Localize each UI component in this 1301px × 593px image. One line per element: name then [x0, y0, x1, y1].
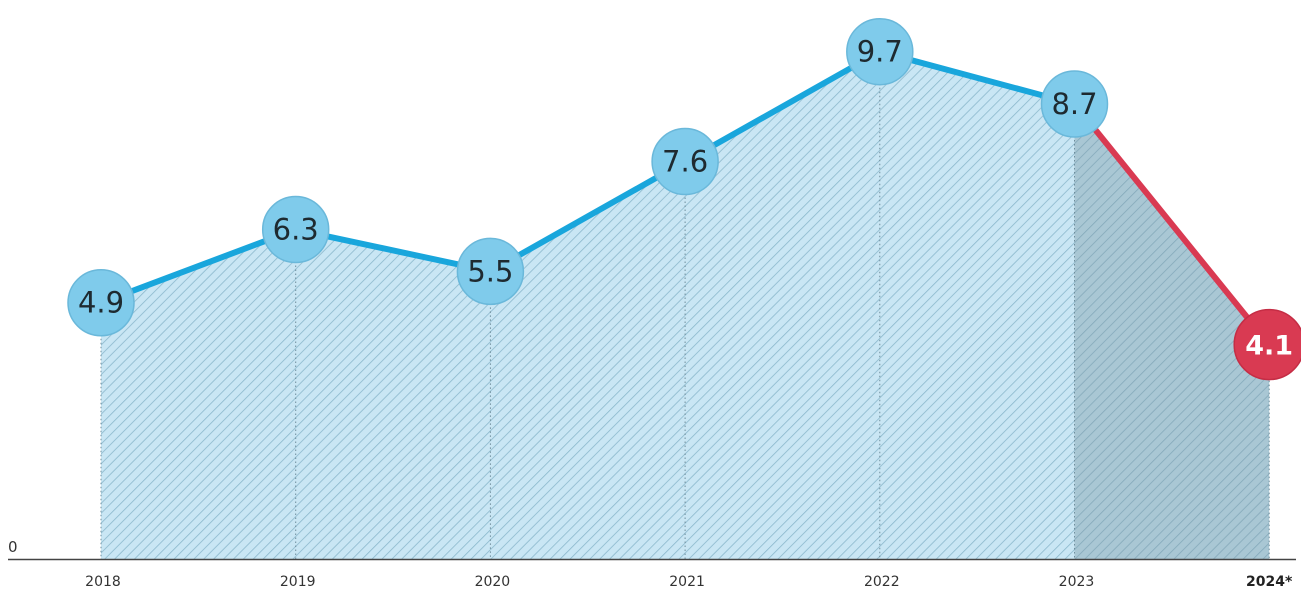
data-label: 7.6 [662, 145, 708, 179]
x-tick-label: 2018 [85, 574, 121, 590]
data-point-marker [67, 268, 135, 337]
series-segment [487, 158, 689, 275]
drop-lines [100, 51, 1270, 559]
x-tick-labels: 2018 2019 2020 2021 2022 2023 2024* [85, 574, 1293, 590]
data-point-marker [261, 195, 330, 264]
data-points: 4.9 6.3 5.5 7.6 9.7 8.7 4.1 [67, 17, 1301, 381]
data-point: 5.5 [456, 237, 525, 306]
x-tick-label: 2020 [475, 574, 511, 590]
data-point-marker [651, 127, 719, 196]
x-tick-label: 2021 [669, 574, 705, 590]
highlight-point-marker [1233, 308, 1301, 381]
data-label: 6.3 [273, 213, 319, 247]
data-label: 8.7 [1051, 87, 1097, 121]
data-point: 4.1 [1233, 308, 1301, 381]
data-label: 9.7 [857, 35, 903, 69]
data-point: 4.9 [67, 268, 135, 337]
data-label: 4.9 [78, 286, 124, 320]
data-point: 8.7 [1040, 70, 1109, 138]
data-point: 9.7 [846, 17, 914, 86]
data-point: 7.6 [651, 127, 719, 196]
x-tick-label: 2024* [1246, 574, 1293, 590]
data-label: 4.1 [1245, 331, 1293, 362]
data-label: 5.5 [467, 254, 513, 288]
x-tick-label: 2023 [1059, 574, 1095, 590]
x-tick-label: 2022 [864, 574, 900, 590]
series-segment-forecast [1071, 100, 1273, 348]
x-tick-label: 2019 [280, 574, 316, 590]
area-forecast [1074, 103, 1270, 560]
area-main [101, 51, 1075, 559]
data-point-marker [846, 17, 914, 86]
series-segment [682, 48, 883, 165]
data-point-marker [1040, 70, 1109, 138]
data-point: 6.3 [261, 195, 330, 264]
data-point-marker [456, 237, 525, 306]
x-axis: 0 [8, 538, 1296, 561]
area-fill [101, 51, 1270, 560]
y-zero-label: 0 [8, 538, 18, 556]
series-segment [98, 226, 299, 306]
